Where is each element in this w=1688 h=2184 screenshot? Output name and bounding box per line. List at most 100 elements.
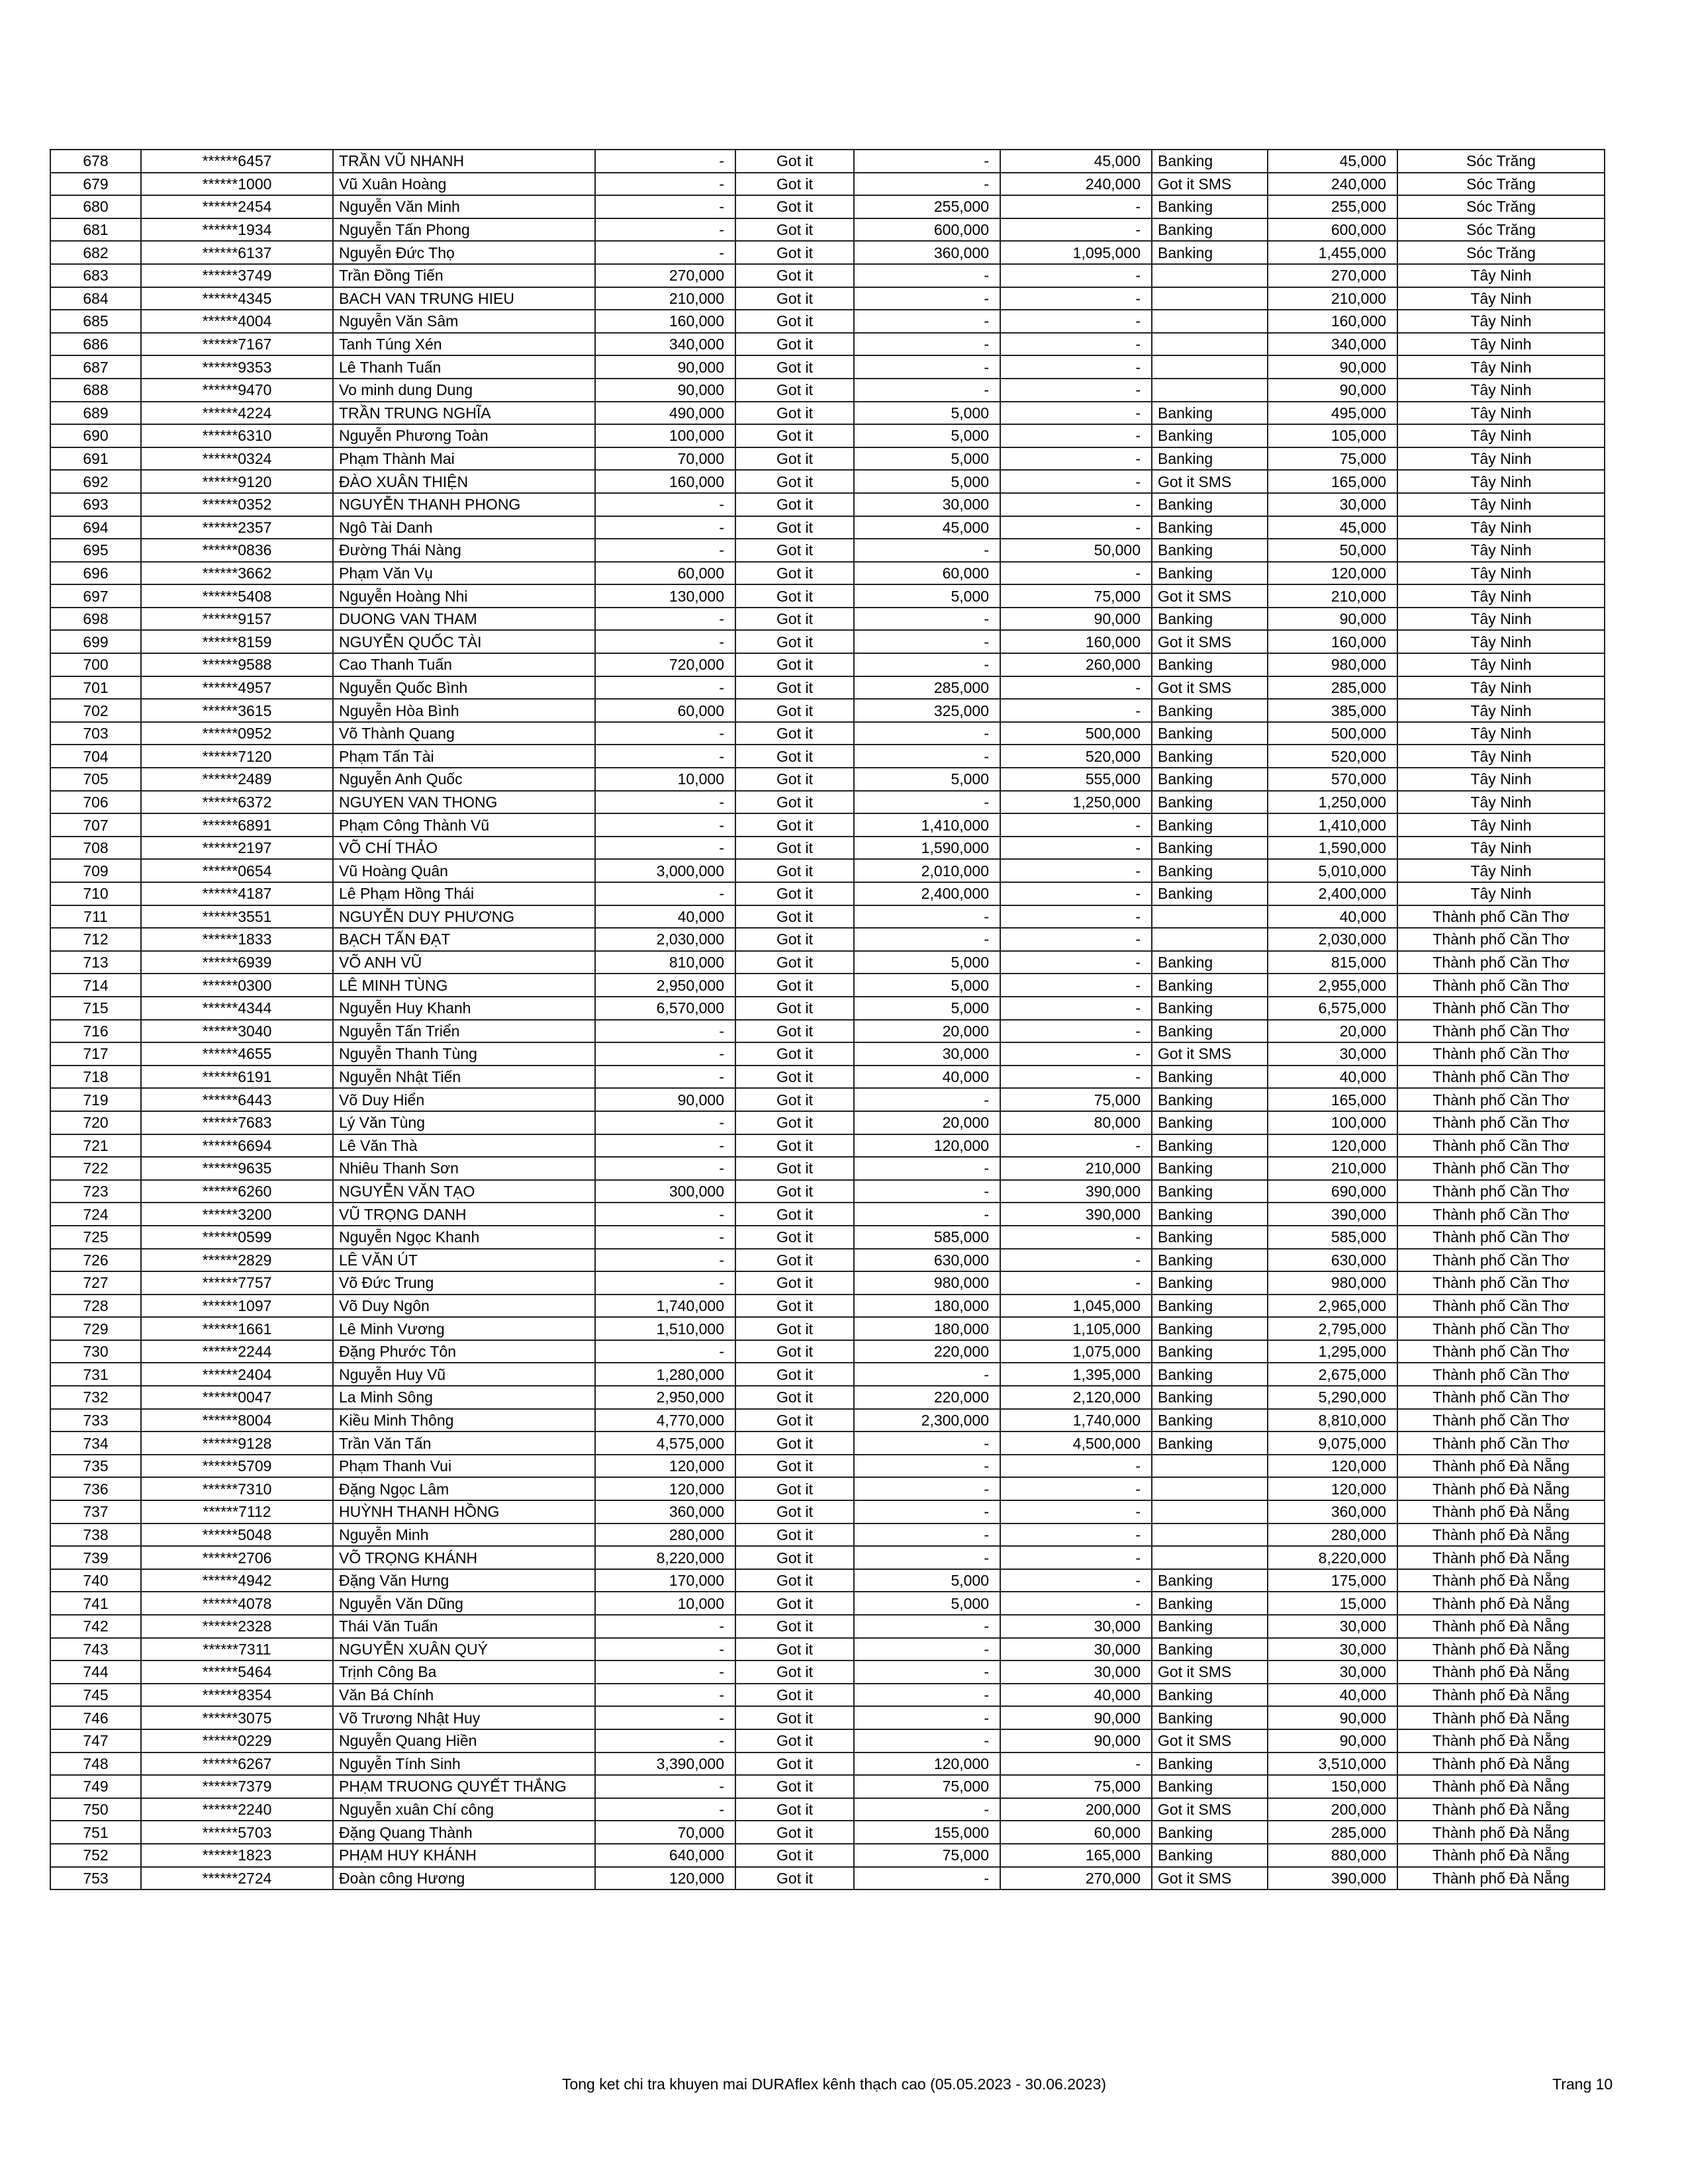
province-cell: Thành phố Đà Nẵng (1397, 1682, 1605, 1707)
province-cell: Thành phố Cần Thơ (1397, 1087, 1605, 1112)
amount-2-cell: - (853, 1179, 1001, 1204)
table-row: 698 ******9157 DUONG VAN THAM - Got it -90,00… (50, 606, 1605, 631)
payment-method-cell: Banking (1151, 1293, 1268, 1318)
total-amount-cell: 90,000 (1267, 606, 1398, 631)
masked-phone-cell: ******4004 (140, 309, 334, 334)
amount-2-cell: 360,000 (853, 240, 1001, 265)
amount-2-cell: - (853, 286, 1001, 311)
row-number-cell: 695 (50, 538, 142, 563)
payment-method-cell: Banking (1151, 561, 1268, 586)
total-amount-cell: 90,000 (1267, 1728, 1398, 1753)
table-row: 732 ******0047 La Minh Sông 2,950,000 Got it… (50, 1385, 1605, 1410)
masked-phone-cell: ******2454 (140, 195, 334, 219)
masked-phone-cell: ******6137 (140, 240, 334, 265)
masked-phone-cell: ******9128 (140, 1431, 334, 1455)
payment-method-cell: Banking (1151, 240, 1268, 265)
amount-3-cell: 75,000 (1000, 1087, 1152, 1112)
reward-type-cell: Got it (735, 332, 855, 357)
total-amount-cell: 340,000 (1267, 332, 1398, 357)
masked-phone-cell: ******6310 (140, 424, 334, 448)
amount-1-cell: - (594, 1797, 736, 1822)
amount-3-cell: 210,000 (1000, 1156, 1152, 1181)
province-cell: Tây Ninh (1397, 469, 1605, 494)
reward-type-cell: Got it (735, 1682, 855, 1707)
province-cell: Thành phố Đà Nẵng (1397, 1820, 1605, 1844)
amount-2-cell: 20,000 (853, 1019, 1001, 1044)
province-cell: Tây Ninh (1397, 767, 1605, 792)
amount-3-cell: 2,120,000 (1000, 1385, 1152, 1410)
total-amount-cell: 390,000 (1267, 1866, 1398, 1891)
amount-1-cell: - (594, 1339, 736, 1364)
table-row: 706 ******6372 NGUYEN VAN THONG - Got it -1,2… (50, 790, 1605, 815)
row-number-cell: 685 (50, 309, 142, 334)
province-cell: Thành phố Cần Thơ (1397, 1339, 1605, 1364)
province-cell: Thành phố Cần Thơ (1397, 1248, 1605, 1273)
amount-2-cell: 30,000 (853, 1042, 1001, 1066)
masked-phone-cell: ******0324 (140, 446, 334, 471)
total-amount-cell: 20,000 (1267, 1019, 1398, 1044)
reward-type-cell: Got it (735, 538, 855, 563)
row-number-cell: 678 (50, 149, 142, 173)
payment-method-cell: Banking (1151, 767, 1268, 792)
total-amount-cell: 30,000 (1267, 1660, 1398, 1684)
amount-1-cell: - (594, 882, 736, 906)
amount-3-cell: - (1000, 1248, 1152, 1273)
amount-3-cell: - (1000, 698, 1152, 723)
row-number-cell: 704 (50, 744, 142, 769)
amount-2-cell: - (853, 1362, 1001, 1387)
amount-2-cell: - (853, 1706, 1001, 1730)
row-number-cell: 748 (50, 1751, 142, 1776)
payment-method-cell (1151, 1500, 1268, 1524)
province-cell: Thành phố Cần Thơ (1397, 1431, 1605, 1455)
total-amount-cell: 2,965,000 (1267, 1293, 1398, 1318)
amount-2-cell: - (853, 263, 1001, 288)
total-amount-cell: 50,000 (1267, 538, 1398, 563)
reward-type-cell: Got it (735, 1591, 855, 1615)
row-number-cell: 722 (50, 1156, 142, 1181)
payment-method-cell: Banking (1151, 858, 1268, 883)
customer-name-cell: Nguyễn Văn Dũng (332, 1591, 596, 1615)
payment-method-cell: Banking (1151, 721, 1268, 746)
amount-3-cell: - (1000, 1751, 1152, 1776)
customer-name-cell: Nguyễn Anh Quốc (332, 767, 596, 792)
customer-name-cell: Phạm Thành Mai (332, 446, 596, 471)
customer-name-cell: LÊ MINH TÙNG (332, 973, 596, 997)
amount-3-cell: - (1000, 1271, 1152, 1295)
customer-name-cell: Võ Trương Nhật Huy (332, 1706, 596, 1730)
amount-2-cell: 980,000 (853, 1271, 1001, 1295)
row-number-cell: 720 (50, 1110, 142, 1135)
customer-name-cell: Nguyễn Tấn Phong (332, 217, 596, 242)
table-row: 736 ******7310 Đặng Ngọc Lâm 120,000 Got it -… (50, 1477, 1605, 1502)
reward-type-cell: Got it (735, 149, 855, 173)
amount-2-cell: - (853, 1087, 1001, 1112)
amount-2-cell: 2,400,000 (853, 882, 1001, 906)
amount-3-cell: 60,000 (1000, 1820, 1152, 1844)
reward-type-cell: Got it (735, 1706, 855, 1730)
amount-2-cell: 5,000 (853, 469, 1001, 494)
total-amount-cell: 150,000 (1267, 1774, 1398, 1799)
reward-type-cell: Got it (735, 835, 855, 860)
amount-3-cell: 1,395,000 (1000, 1362, 1152, 1387)
masked-phone-cell: ******4957 (140, 675, 334, 700)
total-amount-cell: 165,000 (1267, 1087, 1398, 1112)
amount-1-cell: 160,000 (594, 469, 736, 494)
table-row: 734 ******9128 Trần Văn Tấn 4,575,000 Got it… (50, 1431, 1605, 1455)
total-amount-cell: 585,000 (1267, 1224, 1398, 1250)
customer-name-cell: Văn Bá Chính (332, 1682, 596, 1707)
amount-3-cell: - (1000, 1133, 1152, 1158)
reward-type-cell: Got it (735, 950, 855, 975)
amount-3-cell: 260,000 (1000, 653, 1152, 677)
province-cell: Tây Ninh (1397, 835, 1605, 860)
masked-phone-cell: ******2706 (140, 1545, 334, 1570)
province-cell: Tây Ninh (1397, 790, 1605, 815)
customer-name-cell: Nguyễn Thanh Tùng (332, 1042, 596, 1066)
province-cell: Sóc Trăng (1397, 171, 1605, 197)
amount-1-cell: 130,000 (594, 584, 736, 608)
masked-phone-cell: ******2357 (140, 515, 334, 540)
total-amount-cell: 360,000 (1267, 1500, 1398, 1524)
amount-3-cell: 1,045,000 (1000, 1293, 1152, 1318)
table-row: 679 ******1000 Vũ Xuân Hoàng - Got it -240,00… (50, 171, 1605, 197)
total-amount-cell: 160,000 (1267, 629, 1398, 655)
table-row: 728 ******1097 Võ Duy Ngôn 1,740,000 Got it 1… (50, 1293, 1605, 1318)
reward-type-cell: Got it (735, 1522, 855, 1547)
